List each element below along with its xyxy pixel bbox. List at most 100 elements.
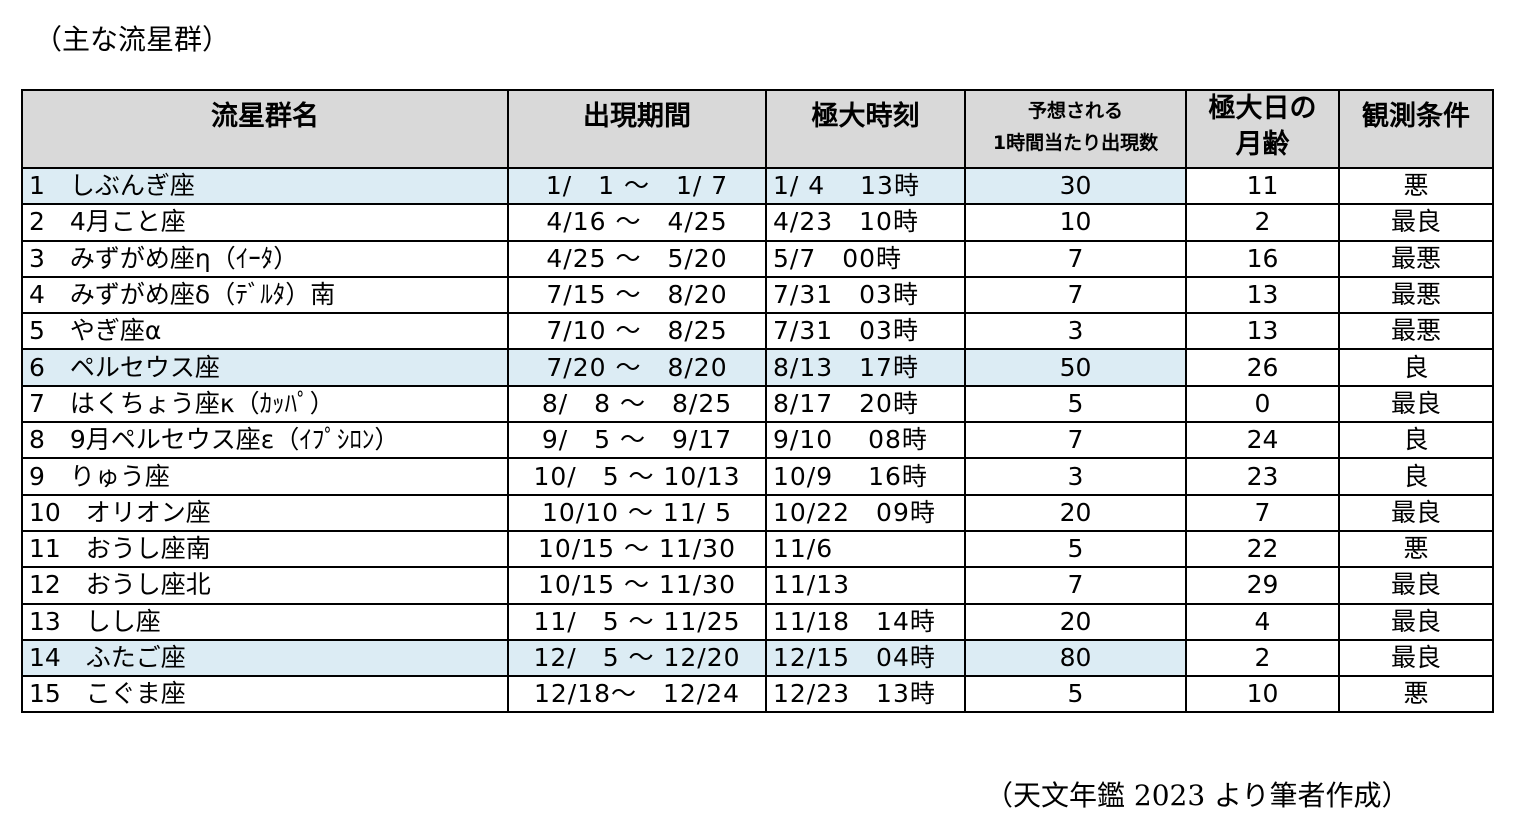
header-name: 流星群名 bbox=[21, 89, 509, 169]
table-row: 13 しし座 11/ 5 ～ 11/25 11/18 14時 20 4 最良 bbox=[21, 602, 1494, 641]
cell-shower-name: 1 しぶんぎ座 bbox=[21, 166, 509, 206]
cell-condition: 良 bbox=[1338, 421, 1494, 460]
header-condition: 観測条件 bbox=[1338, 89, 1494, 169]
cell-shower-name: 3 みずがめ座η（ｲｰﾀ） bbox=[21, 239, 509, 278]
table-row: 4 みずがめ座δ（ﾃﾞﾙﾀ）南 7/15 ～ 8/20 7/31 03時 7 13 最悪 bbox=[21, 275, 1494, 315]
table-row: 1 しぶんぎ座 1/ 1 ～ 1/ 7 1/ 4 13時 30 11 悪 bbox=[21, 166, 1494, 206]
cell-period: 7/15 ～ 8/20 bbox=[507, 275, 767, 315]
cell-peak-time: 10/22 09時 bbox=[765, 493, 966, 532]
header-moon-line2: 月齢 bbox=[1235, 129, 1290, 160]
cell-peak-time: 11/18 14時 bbox=[765, 602, 966, 641]
cell-hourly-rate: 7 bbox=[964, 275, 1187, 315]
cell-peak-time: 11/6 bbox=[765, 529, 966, 569]
cell-moon-age: 16 bbox=[1185, 239, 1340, 278]
table-row: 15 こぐま座 12/18～ 12/24 12/23 13時 5 10 悪 bbox=[21, 675, 1494, 714]
cell-shower-name: 14 ふたご座 bbox=[21, 638, 509, 678]
cell-period: 4/25 ～ 5/20 bbox=[507, 239, 767, 278]
cell-moon-age: 2 bbox=[1185, 203, 1340, 242]
cell-moon-age: 0 bbox=[1185, 384, 1340, 424]
header-rate-line1: 予想される bbox=[1027, 100, 1123, 122]
cell-condition: 悪 bbox=[1338, 166, 1494, 206]
cell-shower-name: 6 ペルセウス座 bbox=[21, 348, 509, 387]
cell-shower-name: 2 4月こと座 bbox=[21, 203, 509, 242]
cell-peak-time: 12/15 04時 bbox=[765, 638, 966, 678]
cell-moon-age: 26 bbox=[1185, 348, 1340, 387]
cell-hourly-rate: 5 bbox=[964, 384, 1187, 424]
cell-condition: 最良 bbox=[1338, 638, 1494, 678]
header-moon-line1: 極大日の bbox=[1208, 93, 1317, 124]
table-row: 6 ペルセウス座 7/20 ～ 8/20 8/13 17時 50 26 良 bbox=[21, 348, 1494, 387]
cell-condition: 最悪 bbox=[1338, 312, 1494, 351]
cell-hourly-rate: 7 bbox=[964, 566, 1187, 605]
cell-peak-time: 12/23 13時 bbox=[765, 675, 966, 714]
cell-period: 10/ 5 ～ 10/13 bbox=[507, 457, 767, 496]
cell-hourly-rate: 3 bbox=[964, 312, 1187, 351]
cell-peak-time: 5/7 00時 bbox=[765, 239, 966, 278]
cell-hourly-rate: 20 bbox=[964, 493, 1187, 532]
cell-period: 7/10 ～ 8/25 bbox=[507, 312, 767, 351]
cell-moon-age: 22 bbox=[1185, 529, 1340, 569]
cell-shower-name: 5 やぎ座α bbox=[21, 312, 509, 351]
cell-shower-name: 11 おうし座南 bbox=[21, 529, 509, 569]
cell-hourly-rate: 5 bbox=[964, 529, 1187, 569]
cell-period: 4/16 ～ 4/25 bbox=[507, 203, 767, 242]
cell-moon-age: 4 bbox=[1185, 602, 1340, 641]
cell-condition: 最良 bbox=[1338, 203, 1494, 242]
cell-moon-age: 24 bbox=[1185, 421, 1340, 460]
cell-hourly-rate: 7 bbox=[964, 239, 1187, 278]
cell-condition: 良 bbox=[1338, 348, 1494, 387]
cell-peak-time: 1/ 4 13時 bbox=[765, 166, 966, 206]
header-row: 流星群名 出現期間 極大時刻 予想される 1時間当たり出現数 極大日の 月齢 観… bbox=[21, 89, 1494, 169]
header-rate-line2: 1時間当たり出現数 bbox=[992, 132, 1159, 154]
cell-period: 7/20 ～ 8/20 bbox=[507, 348, 767, 387]
source-note: （天文年鑑 2023 より筆者作成） bbox=[985, 779, 1410, 812]
cell-shower-name: 12 おうし座北 bbox=[21, 566, 509, 605]
cell-peak-time: 11/13 bbox=[765, 566, 966, 605]
cell-period: 9/ 5 ～ 9/17 bbox=[507, 421, 767, 460]
table-row: 3 みずがめ座η（ｲｰﾀ） 4/25 ～ 5/20 5/7 00時 7 16 最悪 bbox=[21, 239, 1494, 278]
cell-moon-age: 29 bbox=[1185, 566, 1340, 605]
cell-condition: 最良 bbox=[1338, 384, 1494, 424]
cell-condition: 良 bbox=[1338, 457, 1494, 496]
table-row: 8 9月ペルセウス座ε（ｲﾌﾟｼﾛﾝ） 9/ 5 ～ 9/17 9/10 08時 7 2… bbox=[21, 421, 1494, 460]
cell-hourly-rate: 80 bbox=[964, 638, 1187, 678]
header-rate: 予想される 1時間当たり出現数 bbox=[964, 89, 1187, 169]
cell-shower-name: 13 しし座 bbox=[21, 602, 509, 641]
cell-peak-time: 10/9 16時 bbox=[765, 457, 966, 496]
cell-shower-name: 15 こぐま座 bbox=[21, 675, 509, 714]
cell-period: 12/18～ 12/24 bbox=[507, 675, 767, 714]
table-row: 11 おうし座南 10/15 ～ 11/30 11/6 5 22 悪 bbox=[21, 529, 1494, 569]
cell-condition: 悪 bbox=[1338, 675, 1494, 714]
cell-condition: 最良 bbox=[1338, 602, 1494, 641]
cell-shower-name: 7 はくちょう座κ（ｶｯﾊﾟ） bbox=[21, 384, 509, 424]
cell-hourly-rate: 20 bbox=[964, 602, 1187, 641]
table-row: 14 ふたご座 12/ 5 ～ 12/20 12/15 04時 80 2 最良 bbox=[21, 638, 1494, 678]
cell-peak-time: 8/17 20時 bbox=[765, 384, 966, 424]
table-row: 5 やぎ座α 7/10 ～ 8/25 7/31 03時 3 13 最悪 bbox=[21, 312, 1494, 351]
cell-hourly-rate: 50 bbox=[964, 348, 1187, 387]
cell-period: 10/15 ～ 11/30 bbox=[507, 529, 767, 569]
cell-peak-time: 9/10 08時 bbox=[765, 421, 966, 460]
cell-peak-time: 8/13 17時 bbox=[765, 348, 966, 387]
cell-moon-age: 11 bbox=[1185, 166, 1340, 206]
table-row: 7 はくちょう座κ（ｶｯﾊﾟ） 8/ 8 ～ 8/25 8/17 20時 5 0 最良 bbox=[21, 384, 1494, 424]
cell-moon-age: 13 bbox=[1185, 312, 1340, 351]
cell-period: 12/ 5 ～ 12/20 bbox=[507, 638, 767, 678]
header-period: 出現期間 bbox=[507, 89, 767, 169]
cell-condition: 最悪 bbox=[1338, 275, 1494, 315]
cell-moon-age: 7 bbox=[1185, 493, 1340, 532]
cell-moon-age: 10 bbox=[1185, 675, 1340, 714]
cell-hourly-rate: 7 bbox=[964, 421, 1187, 460]
cell-peak-time: 7/31 03時 bbox=[765, 275, 966, 315]
cell-period: 1/ 1 ～ 1/ 7 bbox=[507, 166, 767, 206]
cell-period: 10/15 ～ 11/30 bbox=[507, 566, 767, 605]
meteor-shower-table: 流星群名 出現期間 極大時刻 予想される 1時間当たり出現数 極大日の 月齢 観… bbox=[21, 89, 1494, 714]
cell-hourly-rate: 5 bbox=[964, 675, 1187, 714]
table-row: 9 りゅう座 10/ 5 ～ 10/13 10/9 16時 3 23 良 bbox=[21, 457, 1494, 496]
cell-shower-name: 8 9月ペルセウス座ε（ｲﾌﾟｼﾛﾝ） bbox=[21, 421, 509, 460]
cell-peak-time: 7/31 03時 bbox=[765, 312, 966, 351]
cell-shower-name: 9 りゅう座 bbox=[21, 457, 509, 496]
cell-condition: 最良 bbox=[1338, 566, 1494, 605]
cell-period: 8/ 8 ～ 8/25 bbox=[507, 384, 767, 424]
table-row: 12 おうし座北 10/15 ～ 11/30 11/13 7 29 最良 bbox=[21, 566, 1494, 605]
